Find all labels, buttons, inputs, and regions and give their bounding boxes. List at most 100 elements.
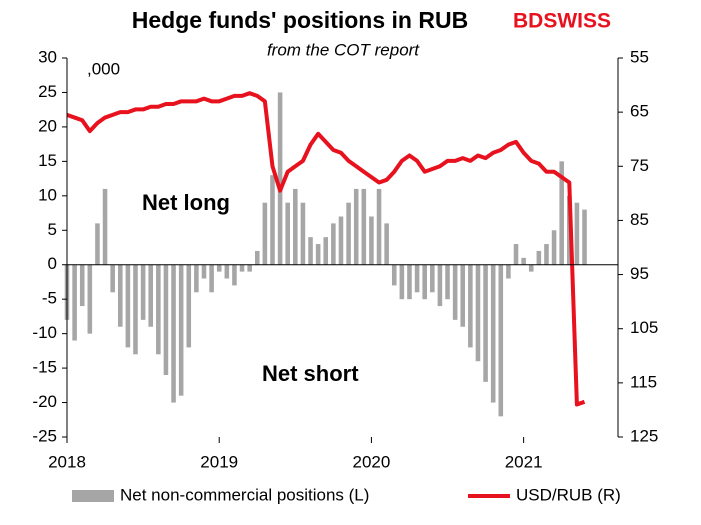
y-tick-label: -10: [32, 323, 57, 342]
bar: [186, 264, 192, 348]
bar: [216, 264, 222, 272]
x-tick-label: 2019: [200, 452, 238, 471]
y2-tick-label: 65: [630, 102, 649, 121]
bar: [140, 264, 146, 320]
y-tick-label: 30: [38, 47, 57, 66]
y-tick-label: 10: [38, 185, 57, 204]
bar: [308, 237, 313, 265]
y-tick-label: 20: [38, 116, 57, 135]
bar: [300, 202, 306, 265]
bar: [178, 264, 184, 396]
y-tick-label: -20: [32, 392, 57, 411]
bar: [445, 264, 450, 300]
bar: [559, 161, 564, 265]
y-tick-label: 15: [38, 151, 57, 170]
bar: [353, 188, 359, 265]
chart-subtitle: from the COT report: [267, 40, 420, 59]
y-tick-label: 25: [38, 82, 57, 101]
bar: [460, 264, 466, 327]
logo: BDSWISS: [513, 10, 611, 33]
bar: [384, 223, 389, 265]
bar: [582, 209, 587, 265]
bar: [506, 264, 511, 279]
bar: [125, 264, 131, 348]
bar: [574, 202, 580, 265]
line: [66, 91, 586, 407]
bar: [331, 223, 336, 265]
y-tick-label: -5: [42, 289, 57, 308]
bar: [346, 202, 351, 265]
bar: [391, 264, 397, 286]
chart-title: Hedge funds' positions in RUB: [132, 7, 468, 33]
bar: [528, 264, 534, 272]
bar: [239, 264, 245, 272]
bar: [224, 264, 230, 279]
bar: [414, 264, 420, 293]
y2-tick-label: 55: [630, 47, 649, 66]
bar: [452, 264, 458, 320]
bar: [544, 244, 549, 265]
bar: [194, 264, 199, 293]
bar: [376, 188, 382, 265]
bar: [430, 264, 435, 293]
bar: [483, 264, 488, 382]
y2-tick-label: 105: [630, 318, 658, 337]
legend-label: USD/RUB (R): [516, 485, 621, 504]
annotation: Net short: [262, 361, 359, 386]
x-tick-label: 2020: [353, 452, 391, 471]
annotation: Net long: [142, 190, 230, 215]
bar: [209, 264, 214, 293]
bar: [315, 244, 321, 265]
y2-tick-label: 85: [630, 210, 649, 229]
bar: [117, 264, 123, 327]
bar: [262, 202, 268, 265]
bar: [468, 264, 473, 348]
legend-label: Net non-commercial positions (L): [120, 485, 369, 504]
y2-tick-label: 95: [630, 264, 649, 283]
bar: [490, 264, 496, 403]
bar: [513, 244, 519, 265]
bar: [422, 264, 427, 300]
bar: [536, 250, 542, 265]
bar: [270, 175, 275, 265]
bar: [201, 264, 207, 279]
bar: [72, 264, 77, 341]
bar: [338, 216, 344, 265]
bar: [148, 264, 153, 327]
bar: [247, 264, 252, 272]
y-tick-label: 5: [48, 220, 57, 239]
bar: [156, 264, 161, 355]
bar: [163, 264, 169, 375]
bar: [87, 264, 93, 334]
bar: [133, 264, 138, 355]
y2-tick-label: 75: [630, 156, 649, 175]
y2-tick-label: 115: [630, 372, 657, 391]
bar: [285, 202, 290, 265]
bar: [361, 188, 367, 265]
bar: [437, 264, 443, 307]
bar: [521, 257, 526, 265]
bar: [232, 264, 237, 286]
y-tick-label: -15: [32, 358, 57, 377]
x-tick-label: 2018: [48, 452, 86, 471]
bar: [399, 264, 405, 300]
x-tick-label: 2021: [505, 452, 543, 471]
bar: [475, 264, 481, 362]
y-tick-label: 0: [48, 254, 57, 273]
bar: [79, 264, 85, 307]
bar: [110, 264, 115, 293]
bar: [95, 223, 100, 265]
bar: [254, 250, 260, 265]
bar: [498, 264, 504, 417]
bar: [277, 92, 283, 265]
bar: [407, 264, 412, 300]
bar: [293, 188, 298, 265]
bar: [323, 237, 329, 265]
bar: [171, 264, 176, 403]
y2-tick-label: 125: [630, 426, 658, 445]
bar: [102, 188, 108, 265]
bar: [551, 230, 557, 265]
unit-label: ,000: [87, 59, 120, 78]
bar: [369, 216, 374, 265]
